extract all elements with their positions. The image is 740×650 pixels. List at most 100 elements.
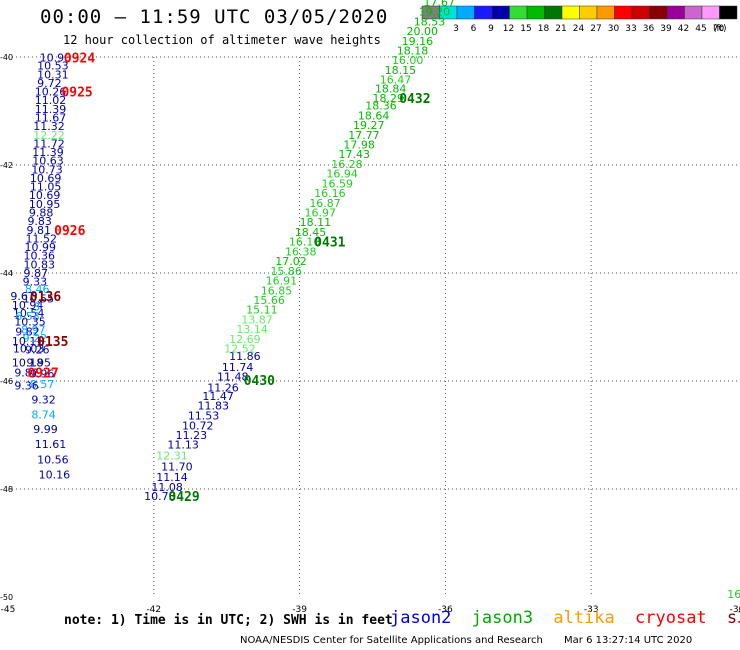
wave-height-value: 9.67: [10, 290, 35, 303]
scale-label: 36: [643, 24, 655, 34]
scale-label: 30: [608, 24, 620, 34]
wave-height-value: 15.11: [246, 304, 278, 317]
legend-jason3: jason3: [471, 608, 534, 628]
satellite-legend: jason2 jason3 altika cryosat s3a: [390, 608, 740, 628]
wave-height-value: 16.28: [331, 158, 363, 171]
wave-height-value: 10.56: [37, 453, 69, 466]
wave-height-value: 6.53: [15, 310, 40, 323]
wave-height-value: 9.87: [24, 267, 49, 280]
wave-height-value: 11.61: [35, 438, 66, 451]
wave-height-value: 9.22: [23, 332, 48, 345]
wave-height-value: 15.66: [253, 294, 285, 307]
wave-height-value: 10.55: [23, 292, 55, 305]
wave-height-value: 11.72: [33, 137, 65, 150]
wave-height-value: 9.81: [26, 224, 51, 237]
wave-height-value: 11.67: [35, 111, 66, 124]
wave-height-value: 17.43: [338, 148, 370, 161]
pass-time-label: 0429: [168, 490, 199, 505]
wave-height-value: 9.99: [33, 423, 58, 436]
lat-tick-label: -44: [0, 269, 13, 278]
wave-height-value: 18.18: [397, 45, 429, 58]
wave-height-value: 9.72: [37, 77, 62, 90]
wave-height-value: 11.08: [151, 481, 183, 494]
scale-swatch: [719, 5, 738, 20]
wave-height-value: 11.05: [30, 181, 62, 194]
wave-height-value: 11.86: [229, 350, 261, 363]
wave-height-value: 18.29: [373, 92, 405, 105]
wave-height-value: 12.69: [229, 333, 261, 346]
wave-height-value: 16.00: [392, 54, 424, 67]
lon-tick-label: -42: [146, 605, 161, 615]
wave-height-value: 10.72: [182, 419, 214, 432]
pass-time-label: 0136: [30, 290, 61, 305]
wave-height-value: 10.11: [12, 335, 44, 348]
wave-height-value: 16.87: [309, 197, 341, 210]
pass-time-label: 0927: [27, 366, 58, 381]
wave-height-value: 10.36: [24, 250, 56, 263]
wave-height-value: 19.16: [402, 35, 434, 48]
wave-height-value: 18.53: [414, 15, 446, 28]
wave-height-value: 11.47: [202, 390, 234, 403]
credit-text: NOAA/NESDIS Center for Satellite Applica…: [240, 635, 543, 646]
lon-tick-label: -33: [584, 605, 599, 615]
wave-height-value: 17.67: [424, 0, 456, 9]
wave-height-value: 11.83: [198, 399, 230, 412]
wave-height-value: 9.95: [26, 357, 51, 370]
scale-label: 33: [625, 24, 636, 34]
wave-height-value: 11.74: [222, 361, 254, 374]
lon-tick-label: -39: [292, 605, 307, 615]
wave-height-value: 8.97: [21, 324, 46, 337]
pass-time-label: 0135: [37, 335, 68, 350]
scale-label: 39: [660, 24, 672, 34]
scale-label: 21: [555, 24, 566, 34]
scale-label: 70: [713, 24, 725, 34]
wave-height-value: 16.85: [261, 284, 293, 297]
scale-label: 9: [488, 24, 494, 34]
wave-height-value: 17.77: [348, 129, 380, 142]
wave-height-value: 11.26: [207, 381, 239, 394]
wave-height-value: 10.35: [14, 316, 46, 329]
wave-height-value: 11.39: [32, 146, 64, 159]
pass-time-label: 0925: [61, 86, 92, 101]
wave-height-value: 19.27: [353, 119, 385, 132]
wave-height-value: 16.38: [285, 245, 317, 258]
pass-time-label: 0924: [64, 52, 95, 67]
wave-height-value: 11.53: [188, 410, 220, 423]
wave-height-value: 19.20: [419, 6, 451, 19]
wave-height-value: 18.36: [365, 100, 397, 113]
wave-height-value: 11.48: [217, 371, 249, 384]
wave-height-value: 10.53: [37, 60, 69, 73]
lat-tick-label: -42: [0, 161, 13, 170]
pass-time-label: 0431: [314, 236, 345, 251]
wave-height-value: 18.84: [375, 82, 407, 95]
legend-jason2: jason2: [390, 608, 452, 628]
wave-height-value: 10.16: [39, 468, 70, 481]
lat-tick-label: -50: [0, 593, 13, 602]
wave-height-value: 16.97: [304, 207, 336, 220]
wave-height-value: 10.18: [12, 357, 44, 370]
scale-label: 3: [453, 24, 459, 34]
wave-height-value: 11.70: [161, 460, 193, 473]
wave-height-value: 10.90: [40, 52, 71, 65]
generated-timestamp: Mar 6 13:27:14 UTC 2020: [564, 635, 693, 646]
wave-height-value: 10.73: [31, 163, 63, 176]
wave-height-value: 10.83: [24, 258, 56, 271]
wave-height-value: 11.14: [156, 471, 188, 484]
wave-height-value: 18.11: [300, 216, 332, 229]
wave-height-value: 9.32: [31, 393, 56, 406]
pass-time-label: 0430: [244, 374, 275, 389]
scale-label: 45: [695, 24, 706, 34]
wave-height-value: 8.74: [31, 408, 56, 421]
scale-label: 6: [471, 24, 477, 34]
wave-height-value: 11.52: [25, 232, 57, 245]
scale-label: 27: [590, 24, 601, 34]
page-subtitle: 12 hour collection of altimeter wave hei…: [63, 33, 381, 47]
wave-height-value: 10.95: [29, 198, 61, 211]
wave-height-value: 8.46: [25, 283, 50, 296]
wave-height-value: 18.45: [295, 226, 327, 239]
wave-height-value: 10.63: [32, 155, 64, 168]
wave-height-value: 11.39: [35, 103, 66, 116]
wave-height-value: 9.88: [29, 207, 54, 220]
wave-height-value: 16.59: [321, 177, 353, 190]
wave-height-value: 12.22: [33, 129, 65, 142]
